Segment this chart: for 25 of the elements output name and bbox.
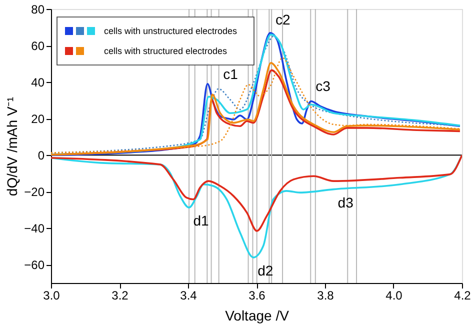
y-tick-label: 20 [31, 112, 45, 126]
annotation: c1 [223, 66, 238, 82]
y-tick-label: 60 [31, 39, 45, 54]
y-tick-label: −20 [24, 185, 45, 200]
y-tick-label: −40 [24, 222, 45, 236]
x-tick-label: 3.8 [317, 288, 334, 302]
y-tick-label: 40 [31, 76, 45, 90]
annotation: c2 [275, 12, 290, 28]
legend-label: cells with unstructured electrodes [104, 26, 238, 36]
y-axis-title: dQ/dV /mAh V⁻¹ [4, 96, 20, 196]
x-axis-title: Voltage /V [225, 308, 290, 324]
annotation: c3 [316, 78, 331, 94]
y-tick-label: 0 [38, 148, 45, 163]
x-tick-label: 4.0 [386, 288, 403, 302]
y-tick-label: 80 [31, 2, 45, 16]
annotation: d3 [338, 194, 354, 210]
x-tick-label: 3.2 [112, 288, 129, 302]
legend-label: cells with structured electrodes [104, 46, 228, 56]
x-tick-label: 3.4 [180, 288, 198, 302]
x-tick-label: 3.6 [248, 288, 266, 302]
x-tick-label: 3.0 [43, 288, 60, 302]
y-tick-label: −60 [24, 258, 45, 272]
annotation: d2 [258, 262, 274, 278]
annotation: d1 [193, 212, 210, 229]
x-tick-label: 4.2 [454, 288, 472, 302]
